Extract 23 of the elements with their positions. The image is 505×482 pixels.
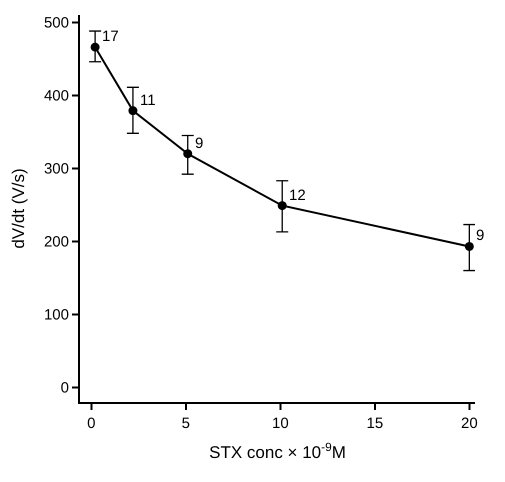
- x-axis-title: STX conc × 10$^{-9}$M: [209, 440, 346, 462]
- annotation: 9: [195, 135, 204, 152]
- point: [128, 106, 138, 116]
- y-tick-label: 0: [60, 380, 69, 397]
- y-tick-label: 300: [44, 160, 69, 178]
- point: [278, 201, 287, 210]
- x-tick-label: 15: [366, 415, 384, 432]
- y-axis-title: dV/dt (V/s): [9, 168, 28, 249]
- x-tick-label: 20: [460, 415, 478, 432]
- x-tick-label: 5: [182, 415, 190, 432]
- annotation: 17: [102, 28, 119, 45]
- annotation: 9: [476, 227, 484, 244]
- y-tick-label: 400: [44, 88, 69, 105]
- y-tick-label: 200: [44, 234, 69, 251]
- annotation: 12: [289, 187, 306, 204]
- point: [183, 149, 192, 158]
- annotation: 11: [140, 92, 156, 109]
- point: [464, 242, 474, 251]
- y-tick-label: 500: [44, 14, 69, 32]
- y-tick-label: 100: [44, 306, 69, 324]
- x-tick-label: 0: [87, 415, 96, 432]
- x-tick-label: 10: [272, 415, 289, 432]
- point: [90, 42, 100, 52]
